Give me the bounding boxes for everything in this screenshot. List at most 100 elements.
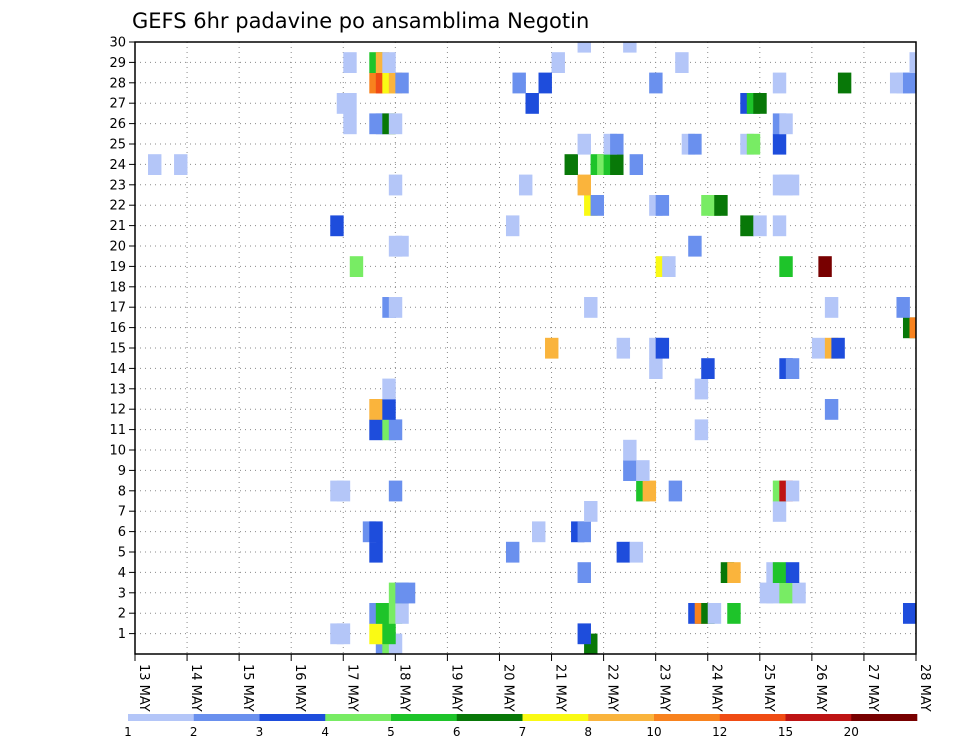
precip-cell (382, 399, 396, 420)
precip-cell (772, 501, 787, 522)
precip-cell (577, 562, 591, 583)
y-tick-label: 22 (109, 199, 126, 214)
colorbar-swatch (391, 714, 458, 721)
precip-cell (610, 154, 624, 175)
colorbar-label: 5 (387, 725, 395, 739)
y-tick-label: 23 (109, 178, 126, 193)
precip-cell (662, 256, 676, 277)
precip-cell (772, 72, 787, 94)
precip-cell (837, 72, 852, 94)
precip-cell (623, 42, 637, 53)
x-tick-label: 16 MAY (292, 664, 307, 712)
precip-cell (518, 174, 533, 196)
precip-cell (766, 582, 780, 604)
precip-cell (785, 480, 800, 502)
precip-cell (785, 174, 800, 196)
y-tick-label: 14 (109, 362, 126, 377)
y-tick-label: 25 (109, 138, 126, 153)
precip-cell (811, 337, 826, 359)
precip-cell (369, 419, 383, 441)
precip-cell (395, 603, 409, 624)
y-tick-label: 1 (118, 627, 126, 642)
x-tick-label: 23 MAY (657, 664, 672, 712)
precip-cell (610, 133, 624, 155)
precip-cell (909, 52, 916, 73)
precip-cell (701, 358, 715, 379)
precip-cell (369, 521, 383, 543)
precip-cell (688, 133, 702, 155)
precip-cell (616, 541, 631, 563)
y-tick-label: 8 (118, 484, 126, 499)
precip-cell (395, 72, 409, 94)
x-tick-label: 21 MAY (553, 664, 568, 712)
precip-cell (818, 256, 832, 277)
precip-cell (649, 72, 663, 94)
precip-cell (349, 256, 364, 277)
precip-cell (577, 42, 591, 53)
precip-cell (688, 235, 702, 257)
colorbar-swatch (851, 714, 918, 721)
precip-cell (538, 72, 552, 94)
precip-cell (330, 215, 344, 237)
precip-cell (388, 174, 403, 196)
precip-cell (623, 439, 637, 461)
colorbar-label: 6 (453, 725, 461, 739)
colorbar-label: 7 (519, 725, 527, 739)
y-tick-label: 24 (109, 158, 126, 173)
colorbar-swatch (785, 714, 852, 721)
precip-cell (655, 337, 670, 359)
colorbar-swatch (259, 714, 326, 721)
y-tick-label: 4 (118, 566, 126, 581)
x-tick-label: 15 MAY (240, 664, 255, 712)
precip-cell (564, 154, 578, 175)
x-tick-label: 14 MAY (188, 664, 203, 712)
precip-cell (824, 399, 839, 420)
precip-cell (694, 419, 709, 441)
y-tick-label: 27 (109, 97, 126, 112)
colorbar: 1 2 3 4 5 6 7 8 10 12 15 20 (124, 714, 918, 739)
precip-cell (395, 235, 409, 257)
y-tick-label: 7 (118, 505, 126, 520)
x-tick-label: 20 MAY (500, 664, 515, 712)
x-tick-label: 27 MAY (865, 664, 880, 712)
precip-cell (525, 93, 539, 114)
precip-cell (584, 501, 598, 522)
precip-cell (343, 113, 357, 135)
y-tick-label: 13 (109, 382, 126, 397)
y-tick-label: 11 (109, 423, 126, 438)
precip-cell (375, 603, 390, 624)
y-tick-label: 17 (109, 301, 126, 316)
x-tick-label: 19 MAY (448, 664, 463, 712)
precip-cell (148, 154, 162, 175)
colorbar-swatch (193, 714, 260, 721)
precip-cell (779, 256, 793, 277)
colorbar-swatch (654, 714, 721, 721)
colorbar-label: 20 (844, 725, 859, 739)
precip-cell (388, 419, 403, 441)
colorbar-swatch (719, 714, 786, 721)
precip-cell (902, 72, 916, 94)
precip-cell (343, 93, 357, 114)
colorbar-swatch (325, 714, 392, 721)
y-tick-label: 12 (109, 403, 126, 418)
x-axis-ticks: 13 MAY 14 MAY 15 MAY 16 MAY 17 MAY 18 MAY 19 M… (134, 654, 932, 712)
colorbar-swatch (456, 714, 523, 721)
y-tick-label: 30 (109, 36, 126, 51)
precip-cell (785, 562, 800, 583)
precip-cell (831, 337, 845, 359)
precip-cell (369, 399, 383, 420)
precip-cell (714, 195, 728, 216)
y-tick-label: 19 (109, 260, 126, 275)
precip-cell (336, 623, 351, 645)
precip-cell (772, 133, 787, 155)
colorbar-label: 1 (124, 725, 132, 739)
precip-cell (642, 480, 657, 502)
precip-cell (369, 541, 383, 563)
colorbar-label: 12 (712, 725, 727, 739)
precip-cell (577, 521, 591, 543)
precip-cell (545, 337, 559, 359)
x-tick-label: 24 MAY (709, 664, 724, 712)
x-tick-label: 18 MAY (396, 664, 411, 712)
y-tick-label: 10 (109, 444, 126, 459)
